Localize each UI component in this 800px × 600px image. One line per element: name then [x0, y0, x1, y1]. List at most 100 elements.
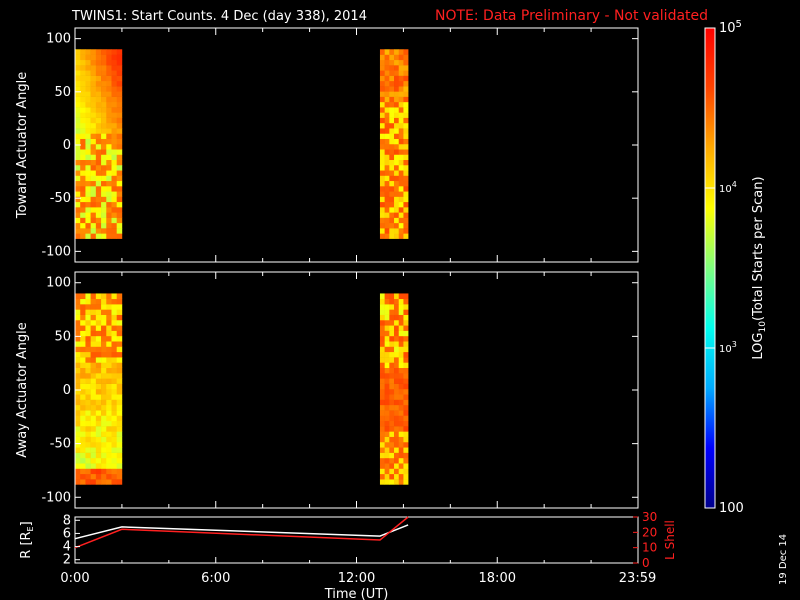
heatmap-cell: [403, 233, 409, 239]
heatmap-cell: [75, 170, 81, 176]
heatmap-cell: [90, 70, 97, 76]
heatmap-cell: [85, 101, 91, 108]
heatmap-cell: [379, 207, 385, 213]
heatmap-cell: [379, 431, 385, 437]
heatmap-cell: [398, 201, 404, 208]
heatmap-cell: [106, 70, 112, 76]
heatmap-cell: [389, 207, 395, 213]
heatmap-cell: [95, 293, 102, 300]
heatmap-cell: [101, 452, 107, 459]
heatmap-cell: [106, 362, 112, 369]
heatmap-cell: [106, 86, 112, 92]
heatmap-cell: [403, 101, 409, 108]
heatmap-cell: [389, 101, 395, 108]
heatmap-cell: [101, 404, 107, 411]
heatmap-cell: [90, 233, 97, 239]
heatmap-cell: [85, 447, 91, 453]
heatmap-cell: [384, 309, 390, 315]
heatmap-cell: [80, 233, 86, 239]
heatmap-cell: [384, 117, 390, 124]
heatmap-cell: [403, 479, 409, 485]
date-stamp: 19 Dec 14: [778, 534, 789, 585]
heatmap-cell: [403, 431, 409, 437]
heatmap-cell: [85, 378, 91, 384]
heatmap-cell: [389, 351, 395, 358]
heatmap-cell: [389, 388, 395, 395]
heatmap-cell: [106, 410, 112, 416]
heatmap-cell: [95, 394, 102, 400]
heatmap-cell: [403, 473, 409, 480]
heatmap-cell: [384, 388, 390, 395]
heatmap-cell: [75, 330, 81, 337]
heatmap-cell: [379, 154, 385, 161]
heatmap-cell: [75, 325, 81, 331]
heatmap-cell: [379, 330, 385, 337]
heatmap-cell: [111, 468, 117, 475]
heatmap-cell: [384, 233, 390, 239]
heatmap-cell: [398, 228, 404, 234]
heatmap-cell: [394, 399, 400, 406]
heatmap-cell: [379, 351, 385, 358]
heatmap-cell: [75, 75, 81, 82]
heatmap-cell: [75, 96, 81, 103]
heatmap-cell: [116, 128, 123, 134]
heatmap-cell: [379, 314, 385, 321]
heatmap-cell: [403, 441, 409, 448]
heatmap-cell: [403, 468, 409, 475]
heatmap-cell: [106, 457, 112, 464]
heatmap-cell: [116, 468, 123, 475]
heatmap-cell: [90, 341, 97, 347]
heatmap-cell: [389, 159, 395, 166]
heatmap-cell: [101, 367, 107, 374]
heatmap-cell: [403, 201, 409, 208]
heatmap-cell: [394, 122, 400, 129]
heatmap-cell: [106, 138, 112, 145]
heatmap-cell: [116, 133, 123, 139]
heatmap-cell: [384, 351, 390, 358]
heatmap-cell: [85, 154, 91, 161]
heatmap-cell: [111, 212, 117, 218]
heatmap-cell: [101, 415, 107, 422]
heatmap-cell: [90, 325, 97, 331]
heatmap-cell: [85, 404, 91, 411]
heatmap-cell: [116, 383, 123, 390]
heatmap-cell: [394, 309, 400, 315]
heatmap-cell: [90, 447, 97, 453]
heatmap-cell: [379, 170, 385, 176]
heatmap-cell: [384, 186, 390, 192]
heatmap-cell: [80, 314, 86, 321]
heatmap-cell: [389, 293, 395, 300]
heatmap-cell: [384, 107, 390, 113]
heatmap-cell: [75, 228, 81, 234]
heatmap-cell: [75, 143, 81, 150]
heatmap-cell: [75, 468, 81, 475]
heatmap-cell: [90, 65, 97, 71]
heatmap-cell: [384, 128, 390, 134]
heatmap-cell: [398, 49, 404, 55]
heatmap-cell: [80, 468, 86, 475]
heatmap-cell: [75, 367, 81, 374]
heatmap-cell: [384, 431, 390, 437]
heatmap-cell: [80, 367, 86, 374]
heatmap-cell: [75, 447, 81, 453]
heatmap-cell: [95, 91, 102, 97]
heatmap-cell: [379, 436, 385, 443]
heatmap-cell: [398, 304, 404, 310]
heatmap-cell: [384, 304, 390, 310]
heatmap-cell: [75, 233, 81, 239]
heatmap-cell: [389, 228, 395, 234]
heatmap-cell: [106, 319, 112, 326]
heatmap-cell: [80, 351, 86, 358]
heatmap-cell: [85, 133, 91, 139]
heatmap-cell: [80, 101, 86, 108]
heatmap-cell: [106, 341, 112, 347]
heatmap-cell: [80, 86, 86, 92]
heatmap-cell: [116, 107, 123, 113]
heatmap-cell: [398, 65, 404, 71]
heatmap-cell: [116, 149, 123, 155]
heatmap-cell: [90, 75, 97, 82]
heatmap-cell: [384, 212, 390, 218]
heatmap-cell: [389, 383, 395, 390]
heatmap-cell: [379, 367, 385, 374]
heatmap-cell: [101, 468, 107, 475]
